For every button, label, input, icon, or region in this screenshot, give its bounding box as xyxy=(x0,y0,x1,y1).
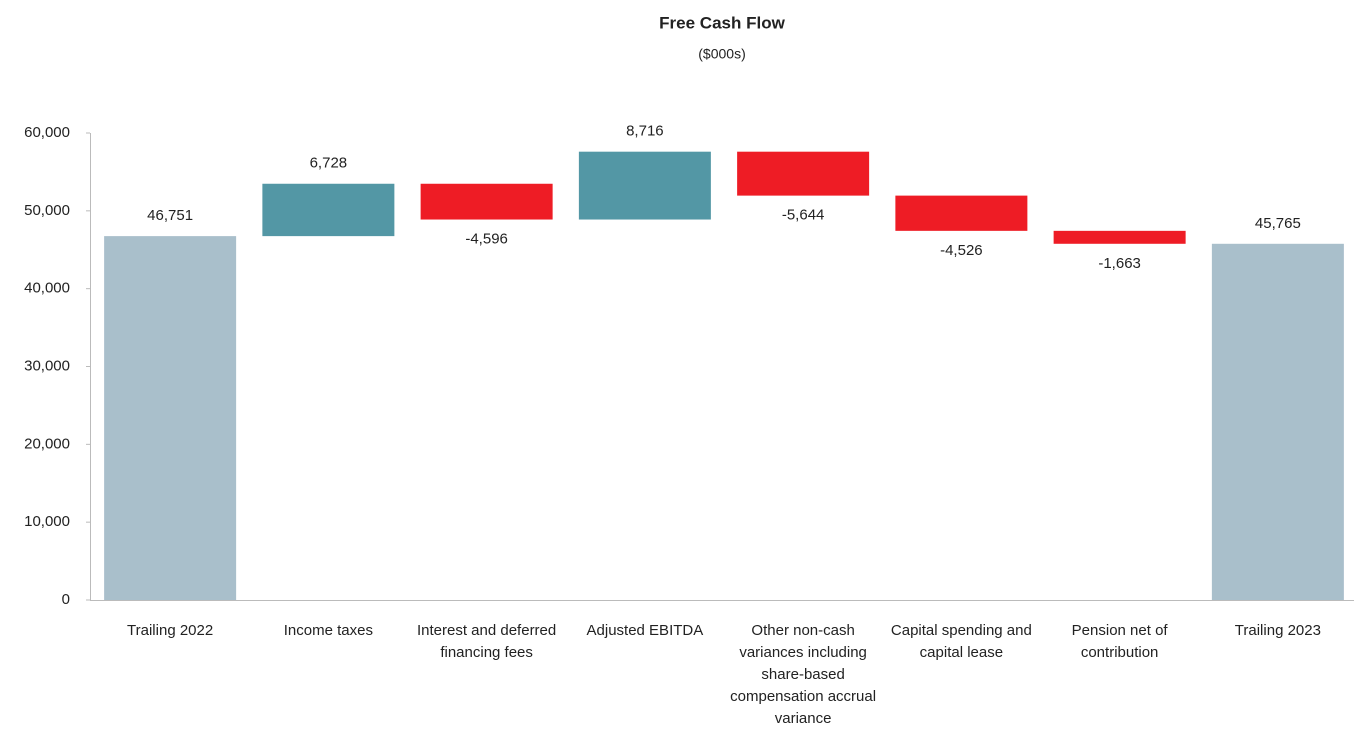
x-tick-label: Trailing 2023 xyxy=(1234,622,1321,639)
x-tick-label: Pension net of contribution xyxy=(1071,622,1168,661)
x-tick-label: Income taxes xyxy=(283,622,373,639)
x-tick-label: Capital spending and capital lease xyxy=(890,622,1032,661)
bar xyxy=(262,183,395,237)
bar xyxy=(737,151,870,196)
x-tick-label: Adjusted EBITDA xyxy=(586,622,704,639)
y-tick-label: 40,000 xyxy=(24,280,70,297)
chart-subtitle: ($000s) xyxy=(698,46,745,62)
data-label: 45,765 xyxy=(1255,215,1301,232)
data-label: -4,596 xyxy=(465,230,508,247)
x-tick-label: Other non-cash variances including share… xyxy=(730,622,877,727)
bar xyxy=(104,236,237,600)
bar xyxy=(1053,230,1186,244)
x-tick-label: Trailing 2022 xyxy=(127,622,214,639)
x-tick-label: Interest and deferred financing fees xyxy=(416,622,557,661)
y-tick-label: 50,000 xyxy=(24,202,70,219)
data-label: 46,751 xyxy=(147,207,193,224)
y-tick-label: 0 xyxy=(62,591,70,608)
bar xyxy=(1211,243,1344,600)
chart-title: Free Cash Flow xyxy=(659,13,785,32)
bar xyxy=(578,151,711,220)
data-label: -1,663 xyxy=(1098,255,1141,272)
data-label: -5,644 xyxy=(782,207,825,224)
data-label: 6,728 xyxy=(310,155,348,172)
y-tick-label: 10,000 xyxy=(24,513,70,530)
y-tick-label: 20,000 xyxy=(24,435,70,452)
bar xyxy=(895,195,1028,231)
data-label: 8,716 xyxy=(626,123,664,140)
y-tick-label: 60,000 xyxy=(24,124,70,141)
data-label: -4,526 xyxy=(940,242,983,259)
bar xyxy=(420,183,553,220)
y-tick-label: 30,000 xyxy=(24,357,70,374)
